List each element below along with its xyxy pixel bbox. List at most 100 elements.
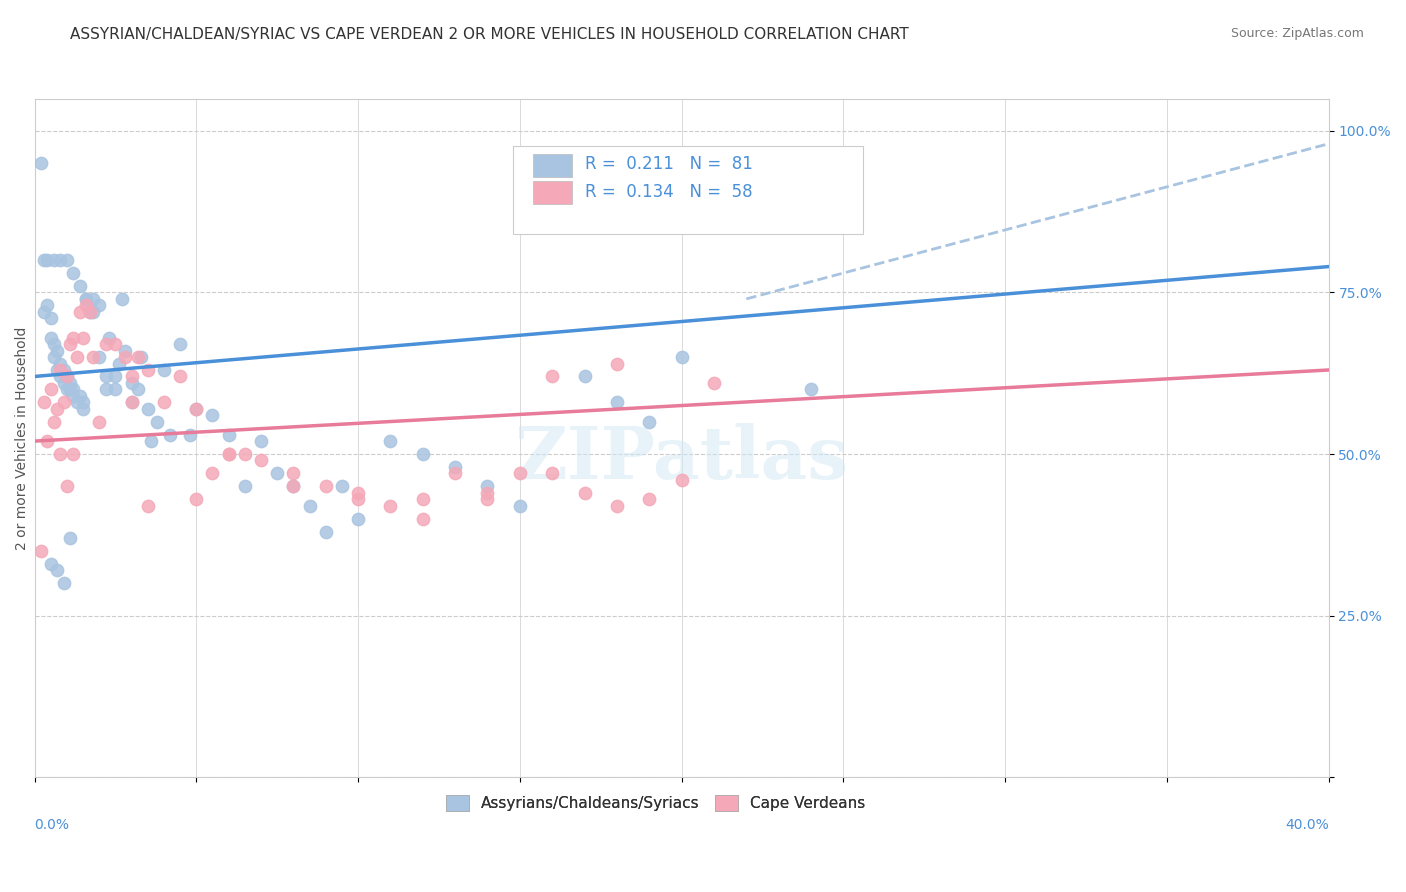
Point bbox=[574, 369, 596, 384]
Point bbox=[186, 401, 208, 416]
Point bbox=[509, 467, 531, 481]
Point bbox=[52, 576, 75, 591]
Point bbox=[121, 395, 143, 409]
Point bbox=[477, 492, 499, 507]
Point bbox=[46, 563, 69, 577]
Point bbox=[30, 544, 52, 558]
Point bbox=[32, 395, 55, 409]
Point bbox=[444, 459, 467, 474]
Point bbox=[72, 401, 94, 416]
Point bbox=[82, 292, 104, 306]
Point bbox=[49, 363, 72, 377]
Point bbox=[37, 298, 59, 312]
Point bbox=[104, 383, 127, 397]
Point bbox=[65, 395, 87, 409]
Point bbox=[201, 467, 224, 481]
Point bbox=[62, 447, 84, 461]
Text: R =  0.134   N =  58: R = 0.134 N = 58 bbox=[585, 183, 752, 202]
Point bbox=[509, 499, 531, 513]
Point bbox=[37, 253, 59, 268]
Text: ASSYRIAN/CHALDEAN/SYRIAC VS CAPE VERDEAN 2 OR MORE VEHICLES IN HOUSEHOLD CORRELA: ASSYRIAN/CHALDEAN/SYRIAC VS CAPE VERDEAN… bbox=[70, 27, 910, 42]
Y-axis label: 2 or more Vehicles in Household: 2 or more Vehicles in Household bbox=[15, 326, 30, 549]
Point bbox=[800, 383, 823, 397]
Point bbox=[62, 383, 84, 397]
Point bbox=[46, 401, 69, 416]
Point bbox=[671, 350, 693, 364]
Point bbox=[477, 479, 499, 493]
Point bbox=[186, 401, 208, 416]
Text: ZIPatlas: ZIPatlas bbox=[515, 423, 849, 493]
Point bbox=[52, 363, 75, 377]
Point bbox=[298, 499, 321, 513]
Point bbox=[136, 401, 159, 416]
Point bbox=[79, 305, 101, 319]
Point bbox=[98, 331, 121, 345]
Point bbox=[606, 357, 628, 371]
Point bbox=[159, 427, 181, 442]
Point bbox=[32, 253, 55, 268]
Point bbox=[82, 350, 104, 364]
Point bbox=[136, 363, 159, 377]
Point bbox=[59, 376, 82, 390]
Point bbox=[169, 369, 191, 384]
Point bbox=[412, 447, 434, 461]
Point bbox=[121, 376, 143, 390]
Text: 40.0%: 40.0% bbox=[1285, 818, 1329, 832]
Point bbox=[477, 485, 499, 500]
Point bbox=[62, 266, 84, 280]
Point bbox=[69, 389, 91, 403]
Point bbox=[233, 447, 256, 461]
Point bbox=[82, 305, 104, 319]
Point bbox=[638, 415, 661, 429]
Point bbox=[671, 473, 693, 487]
Point bbox=[186, 492, 208, 507]
Point bbox=[380, 499, 402, 513]
Point bbox=[56, 369, 79, 384]
Legend: Assyrians/Chaldeans/Syriacs, Cape Verdeans: Assyrians/Chaldeans/Syriacs, Cape Verdea… bbox=[440, 789, 872, 817]
Point bbox=[380, 434, 402, 448]
Point bbox=[56, 253, 79, 268]
Point bbox=[169, 337, 191, 351]
Point bbox=[541, 369, 564, 384]
Text: Source: ZipAtlas.com: Source: ZipAtlas.com bbox=[1230, 27, 1364, 40]
Point bbox=[94, 369, 117, 384]
Point bbox=[218, 447, 240, 461]
Point bbox=[347, 492, 370, 507]
Point bbox=[412, 492, 434, 507]
Point bbox=[330, 479, 353, 493]
Point bbox=[111, 292, 134, 306]
Point bbox=[49, 447, 72, 461]
Point bbox=[75, 292, 97, 306]
Point bbox=[315, 479, 337, 493]
Point bbox=[179, 427, 201, 442]
Point bbox=[52, 395, 75, 409]
Point bbox=[136, 499, 159, 513]
Point bbox=[72, 395, 94, 409]
Point bbox=[32, 305, 55, 319]
Point bbox=[131, 350, 153, 364]
Point bbox=[46, 363, 69, 377]
Point bbox=[59, 383, 82, 397]
Point bbox=[75, 298, 97, 312]
Point bbox=[283, 479, 305, 493]
FancyBboxPatch shape bbox=[533, 154, 572, 177]
Point bbox=[72, 331, 94, 345]
Point bbox=[121, 369, 143, 384]
Point bbox=[39, 557, 62, 571]
Point bbox=[127, 383, 149, 397]
Point bbox=[347, 511, 370, 525]
Point bbox=[62, 331, 84, 345]
Point bbox=[94, 383, 117, 397]
Point bbox=[347, 485, 370, 500]
Point bbox=[89, 350, 111, 364]
Point bbox=[146, 415, 169, 429]
Point bbox=[638, 492, 661, 507]
Point bbox=[56, 369, 79, 384]
Point bbox=[39, 331, 62, 345]
Text: R =  0.211   N =  81: R = 0.211 N = 81 bbox=[585, 155, 752, 173]
Point bbox=[606, 499, 628, 513]
Point bbox=[65, 350, 87, 364]
Point bbox=[39, 311, 62, 326]
Point bbox=[139, 434, 162, 448]
Point bbox=[42, 337, 65, 351]
